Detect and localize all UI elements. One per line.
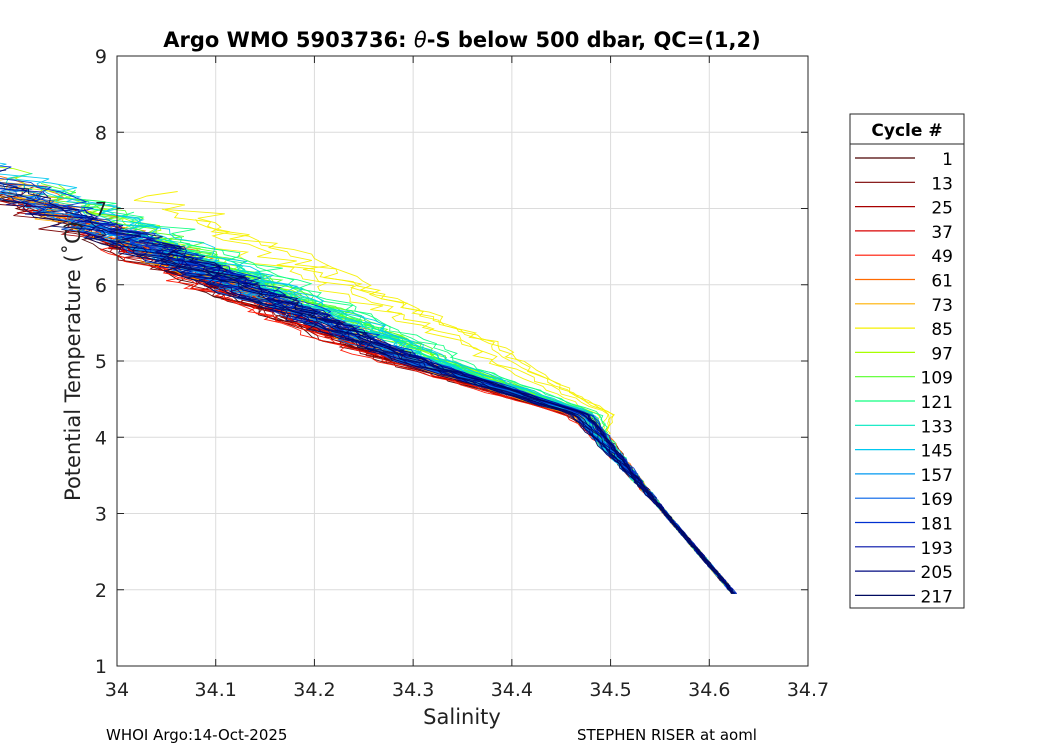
x-tick-label: 34.7 xyxy=(787,679,829,701)
legend-label-13: 13 xyxy=(931,174,953,194)
y-tick-label: 3 xyxy=(95,504,107,526)
y-tick-label: 7 xyxy=(95,199,107,221)
legend-label-205: 205 xyxy=(921,563,953,583)
y-tick-label: 1 xyxy=(95,656,107,678)
legend-label-121: 121 xyxy=(921,393,953,413)
footer-right: STEPHEN RISER at aoml xyxy=(577,726,757,744)
profile-line-cycle-217 xyxy=(162,242,734,594)
y-tick-label: 6 xyxy=(95,275,107,297)
legend-label-133: 133 xyxy=(921,417,953,437)
y-axis-label: Potential Temperature (˚C) xyxy=(61,221,85,501)
legend-label-49: 49 xyxy=(931,247,953,267)
legend-label-73: 73 xyxy=(931,296,953,316)
x-tick-label: 34.5 xyxy=(589,679,631,701)
x-tick-label: 34.4 xyxy=(491,679,533,701)
y-tick-label: 5 xyxy=(95,351,107,373)
legend-label-97: 97 xyxy=(931,344,953,364)
legend-label-169: 169 xyxy=(921,490,953,510)
footer-left: WHOI Argo:14-Oct-2025 xyxy=(106,726,287,744)
y-tick-label: 9 xyxy=(95,46,107,68)
legend-box xyxy=(849,113,965,609)
legend: Cycle # 1 13 25 37 49 61 73 85 97 109 121 133 145 157… xyxy=(849,113,965,609)
legend-label-157: 157 xyxy=(921,466,953,486)
x-tick-label: 34.3 xyxy=(392,679,434,701)
legend-label-61: 61 xyxy=(931,272,953,292)
legend-label-1: 1 xyxy=(942,150,953,170)
y-tick-label: 8 xyxy=(95,122,107,144)
chart-title: Argo WMO 5903736: θ-S below 500 dbar, QC… xyxy=(163,28,760,52)
x-tick-label: 34 xyxy=(105,679,129,701)
legend-label-217: 217 xyxy=(921,587,953,607)
x-tick-label: 34.1 xyxy=(195,679,237,701)
x-axis-label: Salinity xyxy=(423,705,501,729)
legend-label-193: 193 xyxy=(921,539,953,559)
legend-label-145: 145 xyxy=(921,442,953,462)
profile-line-cycle-217 xyxy=(0,191,733,594)
x-tick-label: 34.6 xyxy=(688,679,730,701)
x-tick-label: 34.2 xyxy=(293,679,335,701)
legend-entries: 1 13 25 37 49 61 73 85 97 109 121 133 145 157 169 181 19… xyxy=(855,150,953,607)
legend-title: Cycle # xyxy=(871,121,942,141)
y-tick-label: 2 xyxy=(95,580,107,602)
legend-label-37: 37 xyxy=(931,223,953,243)
profile-lines xyxy=(0,162,737,595)
legend-label-181: 181 xyxy=(921,515,953,535)
legend-label-25: 25 xyxy=(931,199,953,219)
legend-label-85: 85 xyxy=(931,320,953,340)
legend-label-109: 109 xyxy=(921,369,953,389)
y-tick-label: 4 xyxy=(95,427,107,449)
